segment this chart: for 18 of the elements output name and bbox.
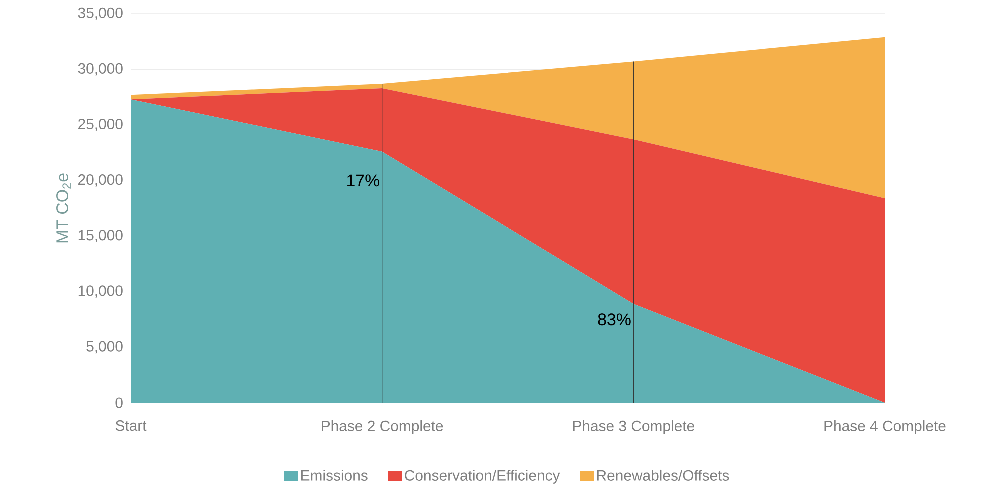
legend-label: Emissions — [302, 470, 368, 481]
y-tick-label: 15,000 — [78, 230, 123, 242]
y-tick-label: 5,000 — [86, 341, 123, 354]
x-tick-label: Phase 3 Complete — [573, 420, 694, 434]
y-tick-label: 30,000 — [78, 63, 123, 76]
annotation: 17% — [348, 174, 380, 187]
annotation: 83% — [598, 314, 631, 326]
legend-label: Renewables/Offsets — [597, 470, 730, 481]
y-tick-label: 25,000 — [78, 118, 123, 132]
y-axis-title: MT CO$_{2}$e — [56, 174, 71, 243]
y-tick-label: 20,000 — [78, 174, 123, 187]
x-tick-label: Phase 4 Complete — [824, 420, 946, 434]
y-tick-label: 35,000 — [78, 8, 123, 20]
legend-label: Conservation/Efficiency — [405, 470, 560, 484]
y-tick-label: 0 — [116, 398, 123, 408]
x-tick-label: Start — [116, 420, 147, 432]
x-tick-label: Phase 2 Complete — [322, 420, 444, 434]
y-tick-label: 10,000 — [78, 286, 123, 298]
